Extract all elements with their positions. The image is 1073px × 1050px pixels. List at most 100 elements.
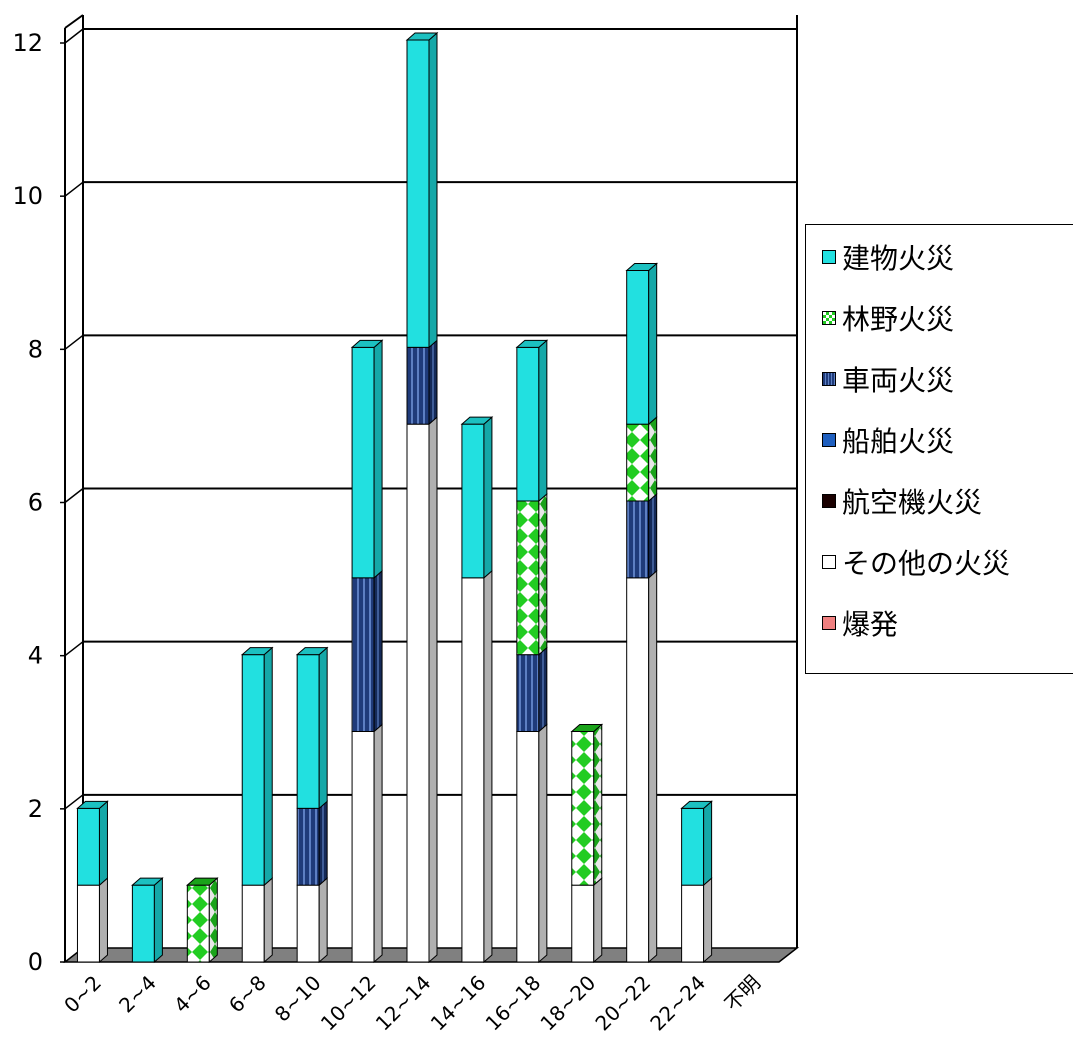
legend-label: 建物火災 (842, 242, 955, 275)
legend-label: 林野火災 (842, 303, 955, 336)
x-tick-label: 10~12 (316, 971, 381, 1036)
bar-top (295, 647, 329, 656)
bar-segment-side (593, 723, 603, 887)
bar-segment (296, 884, 320, 963)
y-tick-label: 12 (12, 29, 43, 57)
bar-segment-side (153, 877, 163, 964)
bar-segment (241, 884, 265, 963)
bar-segment-side (648, 492, 658, 579)
x-tick-label: 18~20 (535, 971, 600, 1036)
legend-swatch (822, 433, 836, 447)
legend-label: 航空機火災 (842, 486, 983, 519)
bar-top (76, 800, 109, 809)
x-axis-ticks: 0~2 2~4 4~6 6~8 8~1010~1212~1414~1616~1818~2… (59, 971, 765, 1036)
bar-top (570, 724, 604, 732)
legend-label: 船舶火災 (842, 425, 955, 458)
bar-segment-side (593, 877, 603, 964)
bar-segment (406, 39, 430, 348)
bars (76, 31, 713, 964)
bar-segment (571, 884, 595, 963)
gridline-side (64, 794, 84, 810)
bar-segment-side (538, 339, 548, 503)
bar-segment-side (318, 877, 328, 964)
bar-top (405, 32, 439, 41)
bar-segment (626, 423, 650, 502)
bar-segment (296, 654, 320, 809)
bar-segment (406, 346, 430, 425)
bar-segment (241, 654, 265, 886)
bar-segment (681, 807, 705, 886)
bar-segment-side (538, 723, 548, 964)
bar-segment (516, 346, 540, 502)
x-tick-label: 不明 (720, 971, 765, 1016)
bar-segment (76, 807, 100, 886)
x-tick-label: 2~4 (114, 971, 161, 1018)
bar-segment-side (263, 877, 273, 964)
bar-segment-side (648, 416, 658, 503)
bar-top (515, 339, 549, 348)
bar-segment-side (483, 416, 493, 579)
bar-segment (186, 884, 210, 963)
legend-swatch (822, 250, 836, 264)
legend-item: 車両火災 (822, 359, 954, 399)
bar-segment (626, 577, 650, 963)
bar-top (680, 800, 713, 809)
bar-segment (516, 731, 540, 963)
bar-segment (681, 884, 705, 963)
legend-label: 車両火災 (842, 364, 955, 397)
y-tick-label: 10 (12, 182, 43, 210)
legend-swatch (822, 494, 836, 508)
bar-segment-side (483, 569, 493, 964)
bar-segment (76, 884, 100, 963)
bar-segment (131, 884, 155, 963)
bar-segment (351, 577, 375, 732)
y-tick-label: 8 (28, 335, 43, 363)
y-tick-label: 0 (28, 948, 43, 976)
bar-top (131, 877, 164, 886)
gridline-side (64, 334, 84, 350)
bar-top (460, 416, 494, 425)
legend-item: 船舶火災 (822, 420, 954, 460)
bar-segment-side (538, 646, 548, 733)
x-tick-label: 12~14 (371, 971, 436, 1036)
bar-segment-side (373, 723, 383, 964)
y-tick-label: 6 (28, 489, 43, 517)
bar-segment (461, 423, 485, 579)
bar-segment (351, 346, 375, 579)
bar-segment (351, 731, 375, 963)
bar-segment-side (538, 492, 548, 656)
y-axis-ticks: 0 2 4 6 8 10 12 (12, 29, 65, 976)
bar-segment (626, 500, 650, 579)
bar-segment-side (208, 877, 218, 964)
bar-segment (516, 654, 540, 733)
legend-swatch (822, 372, 836, 386)
bar-segment-side (98, 800, 108, 887)
legend-item: 航空機火災 (822, 481, 982, 521)
legend-label: その他の火災 (842, 547, 1011, 580)
bar-segment (516, 500, 540, 656)
bar-segment-side (373, 569, 383, 733)
bar-top (240, 647, 274, 656)
gridline-side (64, 28, 84, 44)
bar-segment-side (373, 339, 383, 579)
y-tick-label: 2 (28, 795, 43, 823)
bar-segment (626, 270, 650, 425)
legend-swatch (822, 555, 836, 569)
bar-segment-side (263, 646, 273, 887)
x-tick-label: 4~6 (169, 971, 216, 1018)
bar-segment-side (428, 339, 438, 426)
x-tick-label: 6~8 (224, 971, 271, 1018)
x-tick-label: 22~24 (645, 971, 710, 1036)
bar-top (625, 263, 659, 271)
legend-item: 建物火災 (822, 237, 954, 277)
x-tick-label: 20~22 (590, 971, 655, 1036)
bar-top (350, 339, 384, 348)
gridline-side (64, 641, 84, 657)
legend: 建物火災 林野火災 車両火災 船舶火災 航空機火災 その他の火災 爆発 (805, 224, 1073, 674)
bar-segment-side (703, 800, 713, 887)
bar-top (185, 877, 219, 886)
bar-segment-side (428, 31, 438, 349)
bar-segment (406, 423, 430, 963)
legend-item: 林野火災 (822, 298, 954, 338)
